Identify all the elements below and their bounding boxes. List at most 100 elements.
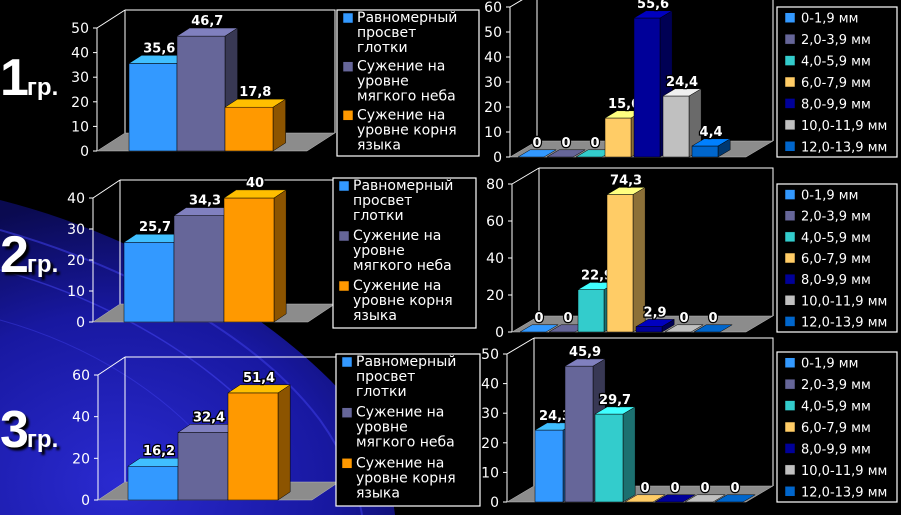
data-label: 0 (731, 481, 740, 496)
data-label: 0 (591, 136, 600, 151)
y-tick-label: 20 (72, 451, 90, 467)
y-tick-label: 10 (484, 125, 502, 141)
y-tick-label: 40 (484, 50, 502, 66)
legend-label: 12,0-13,9 мм (801, 485, 887, 500)
legend-label: Сужение на уровне мягкого неба (353, 228, 452, 274)
legend-label: Сужение на уровне корня языка (356, 455, 456, 501)
chart-4: 0 20 40 60 80 0 0 22,9 74,3 2,9 0 0 0-1,9 мм 2,0-3,9 … (486, 167, 898, 341)
chart-5: 0 20 40 60 16,2 32,4 51,4 Равномерный просвет гло… (72, 353, 481, 509)
back-wall-frame (534, 337, 774, 486)
bar (662, 95, 690, 158)
legend-swatch (784, 464, 796, 476)
legend-label: 10,0-11,9 мм (801, 464, 887, 479)
back-wall-frame (772, 0, 774, 141)
group-number: 2 (0, 226, 29, 284)
legend-swatch (784, 486, 796, 497)
data-label: 32,4 (193, 410, 225, 425)
legend-label: 8,0-9,9 мм (801, 97, 871, 112)
bar-top (176, 27, 239, 37)
legend-label: Сужение на уровне корня языка (353, 278, 453, 324)
chart-3: 0 10 20 30 40 25,7 34,3 40 Равномерный просвет гло… (67, 175, 477, 331)
legend-label: 2,0-3,9 мм (801, 210, 871, 225)
y-axis-depth-line (506, 337, 535, 355)
bar-side (277, 384, 291, 501)
y-tick-label: 40 (71, 46, 89, 62)
legend-label: 0-1,9 мм (801, 12, 858, 27)
legend-box (776, 6, 898, 158)
data-label: 40 (246, 176, 264, 191)
y-tick-label: 40 (486, 251, 504, 267)
y-tick-label: 10 (71, 119, 89, 135)
data-label: 0 (641, 481, 650, 496)
data-label: 0 (680, 311, 689, 326)
legend-swatch (784, 421, 796, 433)
legend-swatch (784, 316, 796, 327)
data-label: 0 (701, 481, 710, 496)
group-label-3: 3гр. (0, 400, 58, 460)
data-label: 24,3 (539, 409, 571, 424)
bar (606, 194, 634, 333)
bar-side (622, 406, 636, 503)
data-label: 45,9 (569, 345, 601, 360)
legend-label: 2,0-3,9 мм (801, 378, 871, 393)
chart-2: 0 10 20 30 40 50 60 0 0 0 15,6 55,6 24,4 4,4 0-1,9 мм 2… (484, 0, 898, 166)
legend-label: 6,0-7,9 мм (801, 252, 871, 267)
legend-label: 4,0-5,9 мм (801, 231, 871, 246)
chart-1: 0 10 20 30 40 50 35,6 46,7 17,8 Равномерный просве… (71, 9, 480, 160)
bar (223, 197, 275, 323)
bar (633, 17, 661, 158)
data-label: 0 (535, 311, 544, 326)
bar (128, 63, 178, 152)
y-tick-label: 60 (72, 368, 90, 384)
bar-top (564, 358, 607, 367)
legend-label: 0-1,9 мм (801, 189, 858, 204)
y-tick-label: 0 (490, 495, 499, 511)
legend-label: 2,0-3,9 мм (801, 33, 871, 48)
legend-label: 10,0-11,9 мм (801, 119, 887, 134)
legend-swatch (341, 458, 353, 469)
bar (123, 242, 175, 323)
legend-label: 12,0-13,9 мм (801, 140, 887, 155)
legend-swatch (784, 273, 796, 285)
bar (604, 117, 632, 158)
y-tick-label: 30 (484, 75, 502, 91)
legend-swatch (784, 231, 796, 243)
legend-swatch (338, 280, 350, 292)
bar-top (227, 384, 291, 394)
legend-label: Сужение на уровне мягкого неба (357, 59, 456, 105)
data-label: 2,9 (644, 305, 667, 320)
bar-flat (714, 494, 757, 503)
y-tick-label: 50 (71, 21, 89, 37)
bar-top (662, 88, 703, 97)
bar-flat (624, 494, 667, 503)
bar-top (635, 319, 676, 327)
bar (177, 432, 229, 501)
legend-swatch (342, 12, 354, 24)
group-number: 1 (0, 49, 29, 107)
y-tick-label: 60 (484, 0, 502, 16)
data-label: 46,7 (191, 14, 223, 29)
bar (176, 35, 226, 152)
bar-flat (684, 494, 727, 503)
legend-swatch (784, 33, 796, 45)
y-tick-label: 20 (486, 288, 504, 304)
legend-label: 6,0-7,9 мм (801, 421, 871, 436)
y-axis-depth-line (509, 0, 523, 8)
legend-swatch (784, 378, 796, 390)
legend-swatch (784, 357, 796, 368)
data-label: 15,6 (608, 97, 640, 112)
data-label: 17,8 (239, 85, 271, 100)
y-tick-label: 40 (72, 410, 90, 426)
legend-swatch (784, 295, 796, 306)
data-label: 55,6 (637, 0, 669, 12)
data-label: 16,2 (143, 444, 175, 459)
group-label-2: 2гр. (0, 225, 58, 285)
legend-label: 4,0-5,9 мм (801, 400, 871, 415)
y-tick-label: 20 (67, 253, 85, 269)
legend-label: 12,0-13,9 мм (801, 315, 887, 330)
group-label-1: 1гр. (0, 48, 58, 108)
data-label: 4,4 (700, 125, 723, 140)
y-axis-depth-line (511, 167, 540, 185)
legend-label: Сужение на уровне мягкого неба (356, 405, 455, 451)
